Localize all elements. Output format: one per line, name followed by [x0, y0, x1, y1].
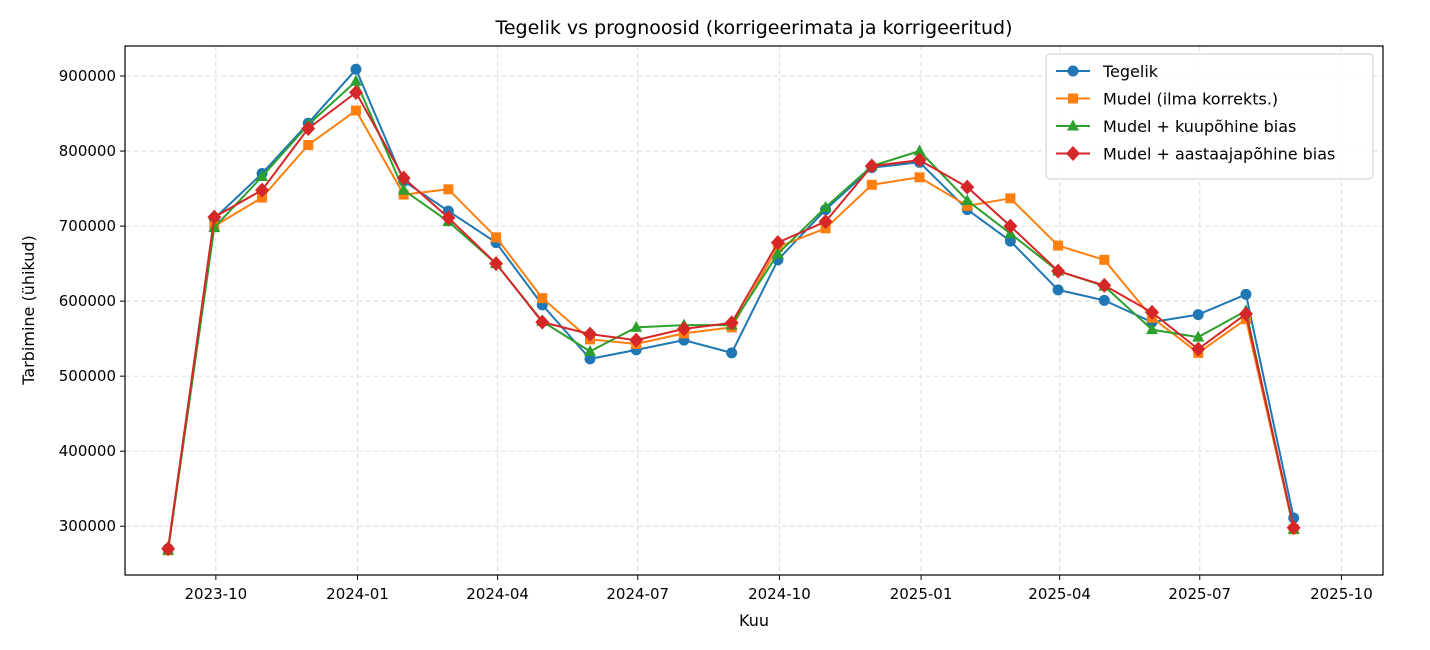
- data-point: [1146, 323, 1159, 335]
- data-point: [961, 194, 974, 206]
- data-point: [257, 192, 268, 203]
- legend-marker: [1067, 119, 1079, 131]
- x-tick-label: 2024-07: [606, 585, 669, 603]
- data-point: [584, 344, 597, 356]
- data-point: [1004, 235, 1016, 247]
- data-point: [584, 353, 596, 365]
- data-point: [350, 63, 362, 75]
- data-point: [912, 152, 927, 168]
- data-point: [349, 74, 362, 86]
- data-point: [1240, 288, 1252, 300]
- series-layer: [161, 63, 1301, 557]
- data-point: [914, 172, 925, 183]
- data-point: [1191, 341, 1206, 357]
- data-point: [771, 247, 784, 259]
- data-point: [255, 182, 270, 198]
- data-point: [913, 144, 926, 156]
- data-point: [1238, 306, 1253, 322]
- axes: 300000 400000 500000 600000 700000 800000 9000…: [59, 67, 1373, 603]
- data-point: [208, 221, 221, 233]
- legend-marker: [1066, 146, 1080, 161]
- data-point: [1003, 218, 1018, 234]
- data-point: [676, 321, 691, 337]
- series-diamond: [161, 85, 1301, 557]
- legend-label: Mudel + kuupõhine bias: [1103, 117, 1296, 136]
- data-point: [350, 105, 361, 116]
- data-point: [398, 189, 409, 200]
- legend: Tegelik Mudel (ilma korrekts.) Mudel + kuu…: [1045, 53, 1374, 180]
- data-point: [303, 140, 314, 151]
- grid-lines: [125, 46, 1383, 575]
- x-tick-label: 2024-10: [748, 585, 811, 603]
- data-point: [441, 210, 456, 226]
- data-point: [1051, 263, 1066, 279]
- data-point: [724, 315, 739, 331]
- y-tick-label: 600000: [59, 292, 116, 310]
- y-tick-label: 800000: [59, 142, 116, 160]
- data-point: [535, 314, 550, 330]
- data-point: [1192, 309, 1204, 321]
- legend-label: Mudel + aastaajapõhine bias: [1103, 145, 1335, 164]
- y-tick-label: 900000: [59, 67, 116, 85]
- x-axis-label: Kuu: [739, 611, 769, 630]
- data-point: [1052, 284, 1064, 296]
- data-point: [491, 232, 502, 243]
- chart-title: Tegelik vs prognoosid (korrigeerimata ja…: [494, 17, 1012, 39]
- x-tick-label: 2024-01: [326, 585, 389, 603]
- data-point: [1053, 240, 1064, 251]
- data-point: [489, 256, 504, 272]
- data-point: [819, 200, 832, 212]
- legend-marker: [1068, 93, 1078, 104]
- x-tick-label: 2024-04: [466, 585, 529, 603]
- data-point: [1286, 520, 1301, 536]
- data-point: [960, 179, 975, 195]
- x-tick-label: 2025-07: [1168, 585, 1231, 603]
- data-point: [161, 541, 176, 557]
- y-tick-label: 700000: [59, 217, 116, 235]
- y-tick-label: 400000: [59, 442, 116, 460]
- data-point: [583, 326, 598, 342]
- data-point: [443, 184, 454, 195]
- data-point: [864, 158, 879, 174]
- data-point: [1099, 254, 1110, 265]
- data-point: [396, 170, 411, 186]
- data-point: [256, 170, 269, 182]
- data-point: [1097, 277, 1112, 293]
- data-point: [1145, 304, 1160, 320]
- y-tick-label: 300000: [59, 517, 116, 535]
- x-tick-label: 2025-04: [1028, 585, 1091, 603]
- legend-label: Tegelik: [1102, 62, 1159, 81]
- data-point: [726, 347, 738, 359]
- x-tick-label: 2025-10: [1310, 585, 1373, 603]
- data-point: [397, 183, 410, 195]
- legend-box: [1045, 53, 1374, 180]
- data-point: [537, 293, 548, 304]
- data-point: [630, 320, 643, 332]
- plot-frame: [124, 45, 1384, 576]
- data-point: [770, 235, 785, 251]
- y-tick-label: 500000: [59, 367, 116, 385]
- legend-label: Mudel (ilma korrekts.): [1103, 90, 1278, 109]
- data-point: [818, 214, 833, 230]
- data-point: [348, 85, 363, 101]
- data-point: [629, 332, 644, 348]
- data-point: [1098, 294, 1110, 306]
- data-point: [301, 121, 316, 137]
- y-axis-label: Tarbimine (ühikud): [19, 235, 38, 386]
- x-tick-label: 2023-10: [185, 585, 248, 603]
- data-point: [1005, 193, 1016, 204]
- legend-marker: [1067, 65, 1079, 77]
- x-tick-label: 2025-01: [890, 585, 953, 603]
- data-point: [1192, 330, 1205, 342]
- data-point: [866, 179, 877, 190]
- data-point: [207, 209, 222, 225]
- data-point: [962, 200, 973, 211]
- series-circle: [162, 63, 1300, 555]
